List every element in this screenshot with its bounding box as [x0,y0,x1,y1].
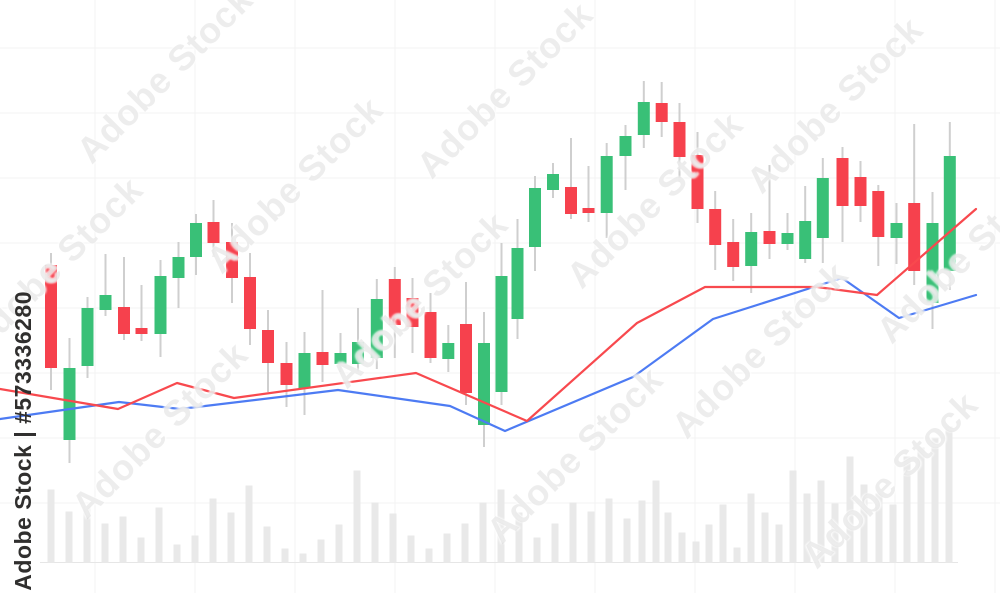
adobe-stock-credit-watermark: Adobe Stock | #573336280 [10,291,36,591]
